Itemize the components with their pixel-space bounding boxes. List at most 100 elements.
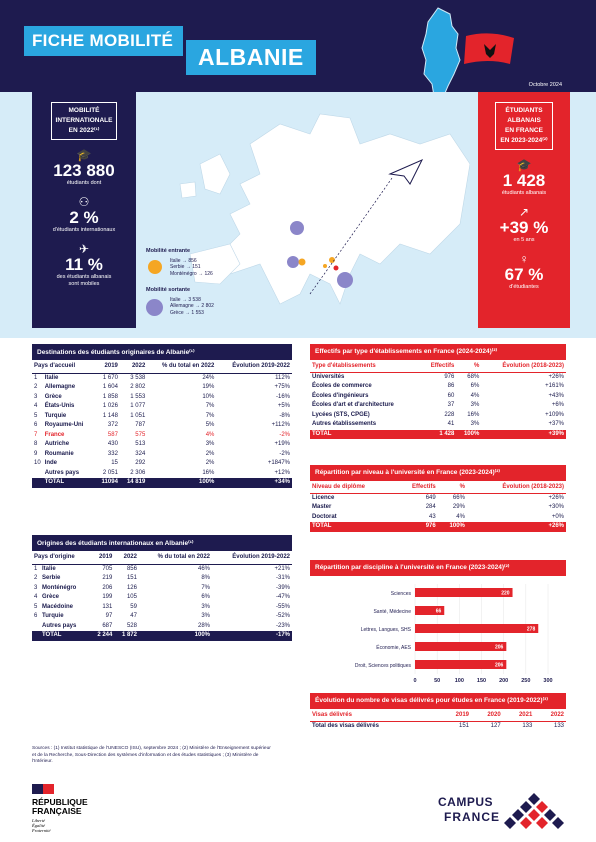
origins-table: Pays d'origine 2019 2022% du total en 2022… xyxy=(32,551,292,641)
table-cell: 206 xyxy=(102,584,113,591)
table-cell: 41 xyxy=(447,421,455,427)
bar xyxy=(415,588,513,597)
legend-dot-sortante xyxy=(146,299,163,316)
table-row: 8 Autriche 430 513 3% +19% xyxy=(32,440,292,450)
entrante-item: Monténégro → 126 xyxy=(170,270,213,277)
x-tick-label: 50 xyxy=(434,678,440,684)
table-cell: 131 xyxy=(102,603,113,610)
table-cell: 324 xyxy=(135,450,146,457)
table-cell: 4% xyxy=(205,431,215,438)
table-cell: 10% xyxy=(202,393,215,400)
table-cell: 4 xyxy=(34,403,38,409)
table-cell: 3% xyxy=(201,613,211,619)
rf-motto: Liberté xyxy=(32,818,45,823)
table-cell: 2 xyxy=(34,575,38,581)
table-cell: 6 xyxy=(34,613,38,619)
table-cell: +37% xyxy=(548,421,564,427)
table-cell: +75% xyxy=(274,384,290,390)
table-row: 7 France 587 575 4% -2% xyxy=(32,431,292,441)
sortante-title: Mobilité sortante xyxy=(146,287,191,293)
total-cell: +34% xyxy=(216,478,292,488)
europe-map xyxy=(179,113,470,305)
rf-motto: Égalité xyxy=(32,823,45,828)
table-cell: Lycées (STS, CPGE) xyxy=(312,411,370,418)
category-label: Lettres, Langues, SHS xyxy=(361,627,412,633)
total-cell: 100% xyxy=(437,522,467,532)
mobilite-sortante: Mobilité sortante Italie → 3 538 Allemag… xyxy=(146,287,246,316)
table-row: Écoles d'art et d'architecture 37 3% +6% xyxy=(310,401,566,411)
table-cell: 787 xyxy=(135,422,146,428)
campus-france-diamond-icon xyxy=(504,793,564,829)
table-row: Écoles d'ingénieurs 60 4% +43% xyxy=(310,392,566,402)
table-cell: 4% xyxy=(470,392,480,399)
etablissements-table: Type d'établissements Effectifs% Évolution… xyxy=(310,360,566,439)
table-cell: 68% xyxy=(467,373,480,380)
table-cell: 2 051 xyxy=(102,469,118,476)
table-cell: 1 670 xyxy=(102,374,118,381)
sortante-item: Grèce → 1 553 xyxy=(170,309,204,316)
table-row: Doctorat 43 4% +0% xyxy=(310,513,566,523)
table-cell: Total des visas délivrés xyxy=(312,722,379,729)
column-header: Pays d'accueil xyxy=(32,360,95,374)
table-cell: +109% xyxy=(545,411,564,418)
table-cell: 28% xyxy=(198,622,211,629)
table-cell: +26% xyxy=(548,494,564,501)
table-row: Master 284 29% +30% xyxy=(310,503,566,513)
x-tick-label: 0 xyxy=(413,678,416,684)
total-students-label: étudiants dont xyxy=(66,180,102,186)
panel-title-box: ÉTUDIANTS ALBANAIS EN FRANCE EN 2023-202… xyxy=(495,102,553,150)
table-cell: 37 xyxy=(447,402,455,408)
x-tick-label: 250 xyxy=(521,678,530,684)
column-header: Évolution 2019-2022 xyxy=(216,360,292,374)
table-cell: -2% xyxy=(279,450,290,457)
table-cell: 105 xyxy=(126,594,137,600)
column-header: 2019 xyxy=(94,360,120,374)
table-cell: 43 xyxy=(429,513,436,520)
destinations-table-block: Destinations des étudiants originaires d… xyxy=(32,344,292,488)
table-row: Écoles de commerce 86 6% +161% xyxy=(310,382,566,392)
discipline-block: Répartition par discipline à l'universit… xyxy=(310,560,566,693)
table-cell: 5% xyxy=(205,422,215,428)
table-cell: 29% xyxy=(452,504,465,510)
column-header: % du total en 2022 xyxy=(147,360,217,374)
table-row: 2 Allemagne 1 604 2 802 19% +75% xyxy=(32,383,292,393)
rf-line: RÉPUBLIQUE xyxy=(32,797,88,807)
total-cell: 1 872 xyxy=(114,631,139,641)
table-cell: Serbie xyxy=(42,575,61,581)
table-cell: 1 051 xyxy=(130,412,146,419)
table-cell: 219 xyxy=(102,575,113,581)
graduation-cap-icon: 🎓 xyxy=(76,148,92,162)
table-cell: +19% xyxy=(274,441,290,447)
entrante-item: Italie → 856 xyxy=(170,257,197,264)
table-cell: 133 xyxy=(522,722,533,729)
table-cell: -16% xyxy=(275,393,290,400)
x-tick-label: 200 xyxy=(499,678,508,684)
table-cell: 3 xyxy=(34,584,38,591)
table-cell: 9 xyxy=(34,450,38,457)
table-cell: 513 xyxy=(135,441,146,447)
table-row: 4 Grèce 199 105 6% -47% xyxy=(32,593,292,603)
table-cell: +6% xyxy=(551,402,564,408)
female-share: 67 % xyxy=(504,265,544,284)
column-header: 2021 xyxy=(502,709,535,722)
table-cell: Monténégro xyxy=(42,584,77,591)
panel-title-line: ÉTUDIANTS xyxy=(505,107,543,114)
table-cell: Écoles de commerce xyxy=(312,383,372,389)
table-cell: Allemagne xyxy=(44,384,76,390)
campus-france-logo: CAMPUS FRANCE xyxy=(438,793,568,829)
table-row: 2 Serbie 219 151 8% -31% xyxy=(32,574,292,584)
table-cell: 7% xyxy=(205,403,215,409)
sortante-item: Italie → 3 538 xyxy=(170,296,201,303)
paper-plane-icon: ✈ xyxy=(78,242,90,256)
group-icon: ⚇ xyxy=(78,195,90,209)
table-cell: Universités xyxy=(312,373,345,380)
panel-title-line: ALBANAIS xyxy=(507,117,541,124)
rf-motto: Fraternité xyxy=(32,828,51,833)
category-label: Sciences xyxy=(391,591,412,597)
table-cell: 332 xyxy=(107,450,118,457)
table-cell: 24% xyxy=(202,374,215,381)
table-cell: -8% xyxy=(279,412,290,419)
total-cell: -17% xyxy=(212,631,292,641)
rf-line: FRANÇAISE xyxy=(32,806,82,816)
table-cell: 46% xyxy=(198,565,211,572)
